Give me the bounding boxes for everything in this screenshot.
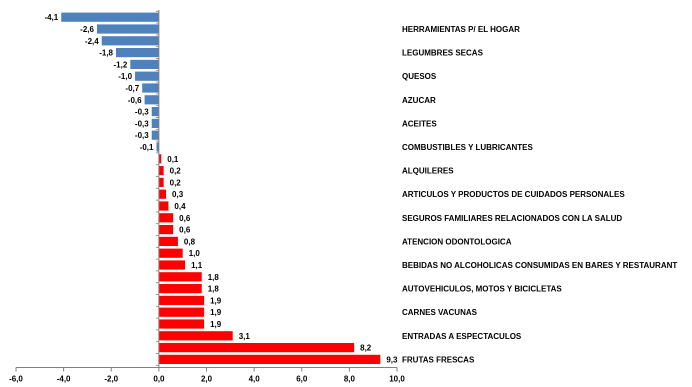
bar-22	[158, 272, 202, 282]
category-label-4: ACEITES	[402, 119, 437, 128]
x-tick-label-4: 2,0	[201, 375, 213, 384]
bar-25	[158, 307, 205, 317]
data-label-6: -0,7	[125, 84, 139, 93]
data-label-10: -0,3	[135, 131, 149, 140]
bar-2	[101, 36, 159, 46]
data-label-12: 0,1	[167, 155, 179, 164]
category-label-7: ARTICULOS Y PRODUCTOS DE CUIDADOS PERSON…	[402, 190, 625, 199]
bar-4	[130, 59, 159, 69]
bar-10	[151, 130, 159, 140]
bar-26	[158, 319, 205, 329]
bar-27	[158, 331, 233, 341]
x-tick-label-2: -2,0	[104, 375, 118, 384]
category-label-6: ALQUILERES	[402, 167, 454, 176]
data-label-17: 0,6	[179, 214, 191, 223]
bar-19	[158, 236, 178, 246]
bar-7	[144, 95, 159, 105]
bar-16	[158, 201, 169, 211]
bar-3	[116, 48, 159, 58]
x-tick-label-3: 0,0	[153, 375, 165, 384]
data-label-3: -1,8	[99, 49, 113, 58]
data-label-11: -0,1	[140, 143, 154, 152]
x-tick-label-0: -6,0	[9, 375, 23, 384]
bar-13	[158, 166, 164, 176]
category-label-1: LEGUMBRES SECAS	[402, 49, 484, 58]
data-label-2: -2,4	[85, 37, 99, 46]
data-label-7: -0,6	[128, 96, 142, 105]
bar-9	[151, 118, 159, 128]
bar-15	[158, 189, 167, 199]
bar-14	[158, 177, 164, 187]
category-label-10: BEBIDAS NO ALCOHOLICAS CONSUMIDAS EN BAR…	[402, 261, 677, 270]
x-tick-label-5: 4,0	[249, 375, 261, 384]
data-label-9: -0,3	[135, 119, 149, 128]
category-label-12: CARNES VACUNAS	[402, 308, 478, 317]
data-label-25: 1,9	[210, 308, 222, 317]
data-label-5: -1,0	[118, 72, 132, 81]
bar-29	[158, 354, 381, 364]
category-label-5: COMBUSTIBLES Y LUBRICANTES	[402, 143, 533, 152]
category-label-11: AUTOVEHICULOS, MOTOS Y BICICLETAS	[402, 285, 562, 294]
bar-21	[158, 260, 186, 270]
category-label-9: ATENCION ODONTOLOGICA	[402, 237, 512, 246]
bar-23	[158, 284, 202, 294]
data-label-14: 0,2	[170, 178, 182, 187]
category-label-3: AZUCAR	[402, 96, 436, 105]
data-label-0: -4,1	[44, 13, 58, 22]
category-label-14: FRUTAS FRESCAS	[402, 355, 475, 364]
data-label-20: 1,0	[189, 249, 201, 258]
category-label-8: SEGUROS FAMILIARES RELACIONADOS CON LA S…	[402, 214, 622, 223]
bar-11	[156, 142, 159, 152]
bar-20	[158, 248, 183, 258]
data-label-1: -2,6	[80, 25, 94, 34]
bar-18	[158, 225, 174, 235]
x-tick-label-1: -4,0	[57, 375, 71, 384]
data-label-22: 1,8	[208, 273, 220, 282]
data-label-8: -0,3	[135, 108, 149, 117]
category-label-13: ENTRADAS A ESPECTACULOS	[402, 332, 522, 341]
bar-6	[142, 83, 159, 93]
data-label-29: 9,3	[386, 355, 398, 364]
x-tick-label-8: 10,0	[389, 375, 405, 384]
data-label-26: 1,9	[210, 320, 222, 329]
bar-0	[61, 12, 159, 22]
data-label-28: 8,2	[360, 344, 372, 353]
data-label-4: -1,2	[114, 60, 128, 69]
data-label-24: 1,9	[210, 296, 222, 305]
data-label-23: 1,8	[208, 285, 220, 294]
bar-12	[158, 154, 162, 164]
data-label-19: 0,8	[184, 237, 196, 246]
data-label-18: 0,6	[179, 226, 191, 235]
x-tick-label-7: 8,0	[344, 375, 356, 384]
data-label-27: 3,1	[239, 332, 251, 341]
bar-17	[158, 213, 174, 223]
data-label-15: 0,3	[172, 190, 184, 199]
bars-group	[61, 12, 381, 364]
bar-5	[135, 71, 159, 81]
bar-24	[158, 295, 205, 305]
axes-group: -6,0 -4,0 -2,0 0,0 2,0 4,0 6,0 8,0 10,0	[9, 10, 405, 384]
bar-28	[158, 343, 355, 353]
data-label-16: 0,4	[174, 202, 186, 211]
x-tick-label-6: 6,0	[296, 375, 308, 384]
category-label-0: HERRAMIENTAS P/ EL HOGAR	[402, 25, 520, 34]
bar-1	[96, 24, 159, 34]
data-label-21: 1,1	[191, 261, 203, 270]
data-label-13: 0,2	[170, 167, 182, 176]
bar-8	[151, 107, 159, 117]
category-label-2: QUESOS	[402, 72, 437, 81]
labels-group: -4,1 -2,6 -2,4-1,8-1,2 -1,0 -0,7 -0,6 -0,3 -0,3…	[44, 13, 677, 364]
